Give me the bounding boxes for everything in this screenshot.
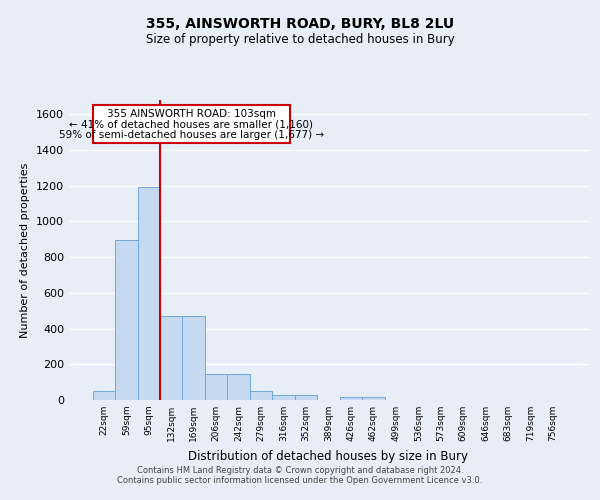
Bar (295, 395, 317, 400)
X-axis label: Distribution of detached houses by size in Bury: Distribution of detached houses by size … (188, 450, 469, 462)
FancyBboxPatch shape (92, 106, 290, 143)
Text: ← 41% of detached houses are smaller (1,160): ← 41% of detached houses are smaller (1,… (70, 120, 313, 130)
Bar (92, 391, 115, 400)
Text: Contains HM Land Registry data © Crown copyright and database right 2024.
Contai: Contains HM Land Registry data © Crown c… (118, 466, 482, 485)
Bar (137, 186, 160, 400)
Text: Size of property relative to detached houses in Bury: Size of property relative to detached ho… (146, 32, 454, 46)
Bar (340, 397, 362, 400)
Bar (160, 316, 182, 400)
Text: 355, AINSWORTH ROAD, BURY, BL8 2LU: 355, AINSWORTH ROAD, BURY, BL8 2LU (146, 18, 454, 32)
Text: 59% of semi-detached houses are larger (1,677) →: 59% of semi-detached houses are larger (… (59, 130, 324, 140)
Bar (205, 374, 227, 400)
Y-axis label: Number of detached properties: Number of detached properties (20, 162, 31, 338)
Bar (272, 395, 295, 400)
Bar (182, 316, 205, 400)
Bar (227, 374, 250, 400)
Bar (362, 397, 385, 400)
Text: 355 AINSWORTH ROAD: 103sqm: 355 AINSWORTH ROAD: 103sqm (107, 108, 276, 118)
Bar (250, 390, 272, 400)
Bar (115, 240, 137, 400)
